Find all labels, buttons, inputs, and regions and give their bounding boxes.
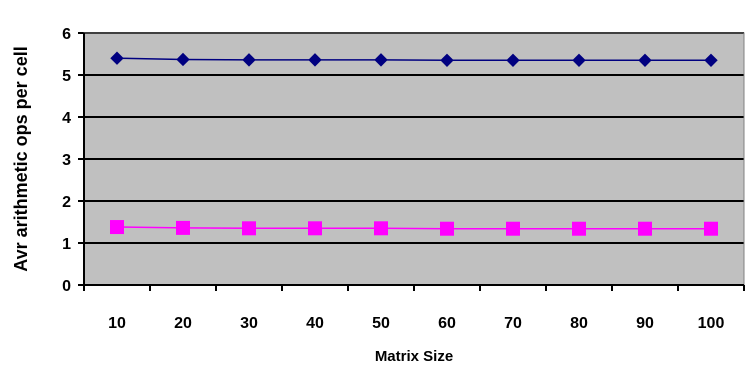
x-axis-title: Matrix Size [375, 348, 453, 365]
series-line [116, 57, 711, 62]
data-point [308, 221, 322, 236]
x-tick-label: 70 [504, 315, 522, 332]
data-point [506, 53, 520, 68]
data-point [704, 53, 718, 68]
y-tick-label: 1 [62, 236, 71, 253]
y-tick-label: 4 [62, 110, 71, 127]
y-tick-label: 3 [62, 152, 71, 169]
data-point [638, 221, 652, 236]
x-tick-labels: 10 20 30 40 50 60 70 80 90 100 [108, 315, 724, 332]
x-tick-label: 30 [240, 315, 258, 332]
x-tick-label: 60 [438, 315, 456, 332]
y-tick-labels: 0 1 2 3 4 5 6 [62, 26, 71, 295]
data-point [110, 220, 124, 235]
data-point [176, 52, 190, 67]
data-point [374, 221, 388, 236]
series-line [116, 226, 711, 230]
x-tick-label: 90 [636, 315, 654, 332]
y-tick-label: 0 [62, 278, 71, 295]
data-point [572, 53, 586, 68]
y-tick-label: 6 [62, 26, 71, 43]
data-point [704, 221, 718, 236]
x-tick-label: 10 [108, 315, 126, 332]
x-tick-label: 50 [372, 315, 390, 332]
y-tick-label: 2 [62, 194, 71, 211]
data-point [242, 221, 256, 236]
y-tick-label: 5 [62, 68, 71, 85]
data-point [110, 51, 124, 65]
axes [78, 32, 745, 291]
x-tick-label: 40 [306, 315, 324, 332]
y-axis-title: Avr arithmetic ops per cell [11, 46, 31, 271]
x-tick-label: 20 [174, 315, 192, 332]
x-tick-label: 80 [570, 315, 588, 332]
data-point [506, 221, 520, 236]
data-point [440, 53, 454, 68]
data-point [572, 221, 586, 236]
data-point [176, 220, 190, 235]
x-tick-label: 100 [698, 315, 725, 332]
data-point [242, 53, 256, 67]
data-point [440, 221, 454, 236]
data-point [308, 53, 322, 67]
data-point [638, 53, 652, 68]
data-series [110, 51, 718, 236]
data-point [374, 53, 388, 67]
